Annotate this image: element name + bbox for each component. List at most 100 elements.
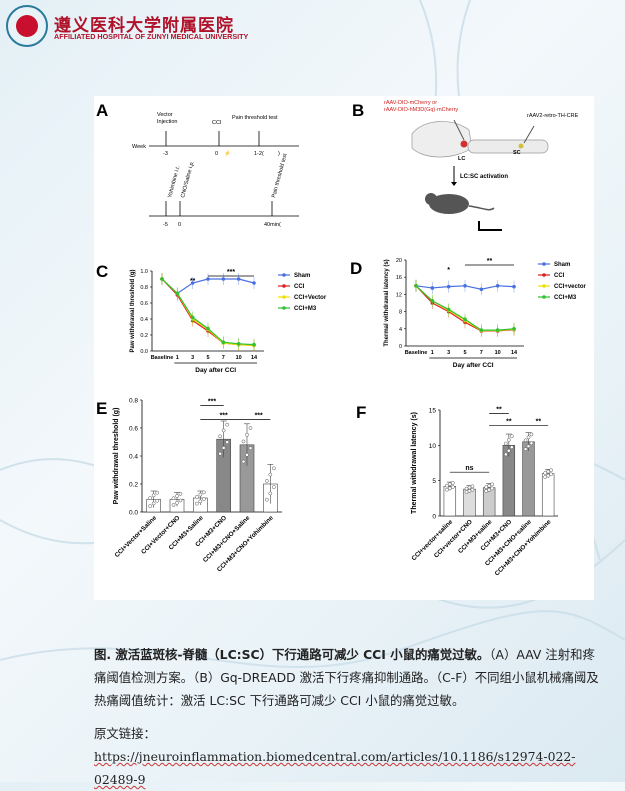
x-axis-label: Day after CCI [195, 367, 236, 374]
y-tick-label: 0.0 [129, 510, 138, 517]
data-dot [445, 483, 449, 488]
data-dot [148, 504, 153, 508]
y-tick-label: 0.8 [140, 285, 148, 291]
y-tick-label: 0 [399, 344, 402, 350]
legend-marker [282, 284, 286, 288]
data-dot [484, 485, 489, 489]
hospital-name-en: AFFILIATED HOSPITAL OF ZUNYI MEDICAL UNI… [54, 32, 249, 41]
legend-label: CCI+vector [554, 284, 587, 290]
sig-marker: ** [487, 258, 493, 265]
data-point [206, 277, 210, 281]
data-point [221, 277, 226, 281]
data-dot [529, 441, 534, 446]
svg-text:1-2(: 1-2( [254, 151, 264, 157]
data-point [430, 299, 435, 303]
x-tick-label: 3 [191, 355, 194, 361]
y-tick-label: 0.4 [129, 454, 138, 461]
data-dot [171, 503, 176, 507]
y-tick-label: 10 [429, 443, 437, 450]
data-dot [151, 493, 156, 498]
legend-marker [282, 306, 286, 310]
legend-marker [542, 273, 546, 277]
x-tick-label: 5 [206, 355, 209, 361]
data-dot [529, 432, 534, 437]
sig-marker: ** [190, 278, 196, 285]
data-point [512, 327, 516, 331]
y-tick-label: 0.4 [140, 317, 148, 323]
data-dot [445, 487, 449, 492]
y-axis-label: Thermal withdrawal latency (s) [384, 259, 390, 346]
y-tick-label: 0.0 [140, 349, 148, 355]
data-dot [549, 472, 553, 477]
legend-marker [542, 295, 546, 299]
data-dot [155, 490, 160, 495]
x-tick-label: 7 [222, 355, 225, 361]
sig-marker: *** [255, 413, 263, 420]
svg-text:⚡: ⚡ [224, 150, 231, 157]
data-dot [504, 452, 508, 457]
svg-text:-5: -5 [163, 222, 168, 228]
x-tick-label: 10 [495, 350, 501, 356]
legend-label: CCI [554, 273, 565, 279]
sig-marker: ns [465, 465, 473, 472]
y-axis-label: Paw withdrawal threshold (g) [130, 269, 136, 352]
panel-label-b: B [352, 101, 364, 120]
data-dot [218, 451, 223, 456]
data-dot [549, 468, 553, 473]
data-point [252, 342, 256, 347]
data-point [495, 328, 500, 332]
panel-label-c: C [96, 262, 108, 281]
svg-text:Week: Week [132, 144, 146, 150]
data-dot [248, 426, 253, 430]
svg-text:LC: LC [458, 156, 465, 162]
x-tick-label: 10 [236, 355, 242, 361]
data-dot [201, 497, 206, 501]
data-dot [198, 492, 203, 497]
svg-text:rAAV-DIO-mCherry or: rAAV-DIO-mCherry or [384, 100, 437, 106]
svg-text:Injection: Injection [157, 119, 178, 125]
svg-text:SC: SC [513, 150, 521, 156]
svg-text:LC:SC activation: LC:SC activation [460, 174, 508, 180]
svg-text:CNO/Saline i.p.: CNO/Saline i.p. [180, 160, 196, 199]
data-point [414, 284, 418, 288]
data-dot [241, 439, 246, 444]
y-tick-label: 0 [432, 514, 436, 521]
data-point [221, 340, 226, 344]
svg-text:-3: -3 [163, 151, 168, 157]
data-dot [245, 453, 249, 457]
bar [541, 473, 555, 517]
y-tick-label: 0.6 [129, 426, 138, 433]
data-dot [506, 448, 511, 453]
figure-caption: 图. 激活蓝斑核-脊髓（LC:SC）下行通路可减少 CCI 小鼠的痛觉过敏。（A… [94, 643, 604, 712]
panel-c-line-chart: 0.0 0.2 0.4 0.6 0.8 1.0 Baseline 1 3 5 7 10 14 Day af… [130, 269, 327, 374]
y-tick-label: 1.0 [140, 269, 148, 275]
data-dot [155, 498, 160, 503]
data-dot [198, 499, 203, 504]
hospital-logo-icon [6, 5, 48, 47]
y-tick-label: 8 [399, 310, 402, 316]
x-tick-label: CCI+Vector+Saline [114, 514, 159, 559]
data-point [479, 328, 484, 332]
data-dot [523, 438, 528, 443]
data-dot [487, 487, 492, 492]
svg-text:Vector: Vector [157, 112, 173, 118]
data-dot [271, 466, 276, 471]
svg-text:0: 0 [178, 222, 181, 228]
data-dot [148, 496, 153, 500]
y-tick-label: 0.8 [129, 398, 138, 405]
data-point [446, 307, 451, 312]
source-url[interactable]: https://jneuroinflammation.biomedcentral… [94, 749, 576, 787]
x-tick-label: 14 [251, 355, 258, 361]
data-point [190, 281, 195, 285]
y-tick-label: 0.6 [140, 301, 148, 307]
x-tick-label: 7 [480, 350, 483, 356]
sig-marker: ** [506, 419, 512, 426]
y-axis-label: Paw withdrawal threshold (g) [113, 408, 120, 505]
data-dot [526, 444, 531, 449]
x-tick-label: Baseline [405, 350, 428, 356]
svg-text:): ) [278, 151, 280, 157]
data-dot [248, 446, 253, 451]
legend-marker [282, 295, 286, 299]
data-dot [245, 432, 249, 437]
data-dot [225, 440, 230, 444]
